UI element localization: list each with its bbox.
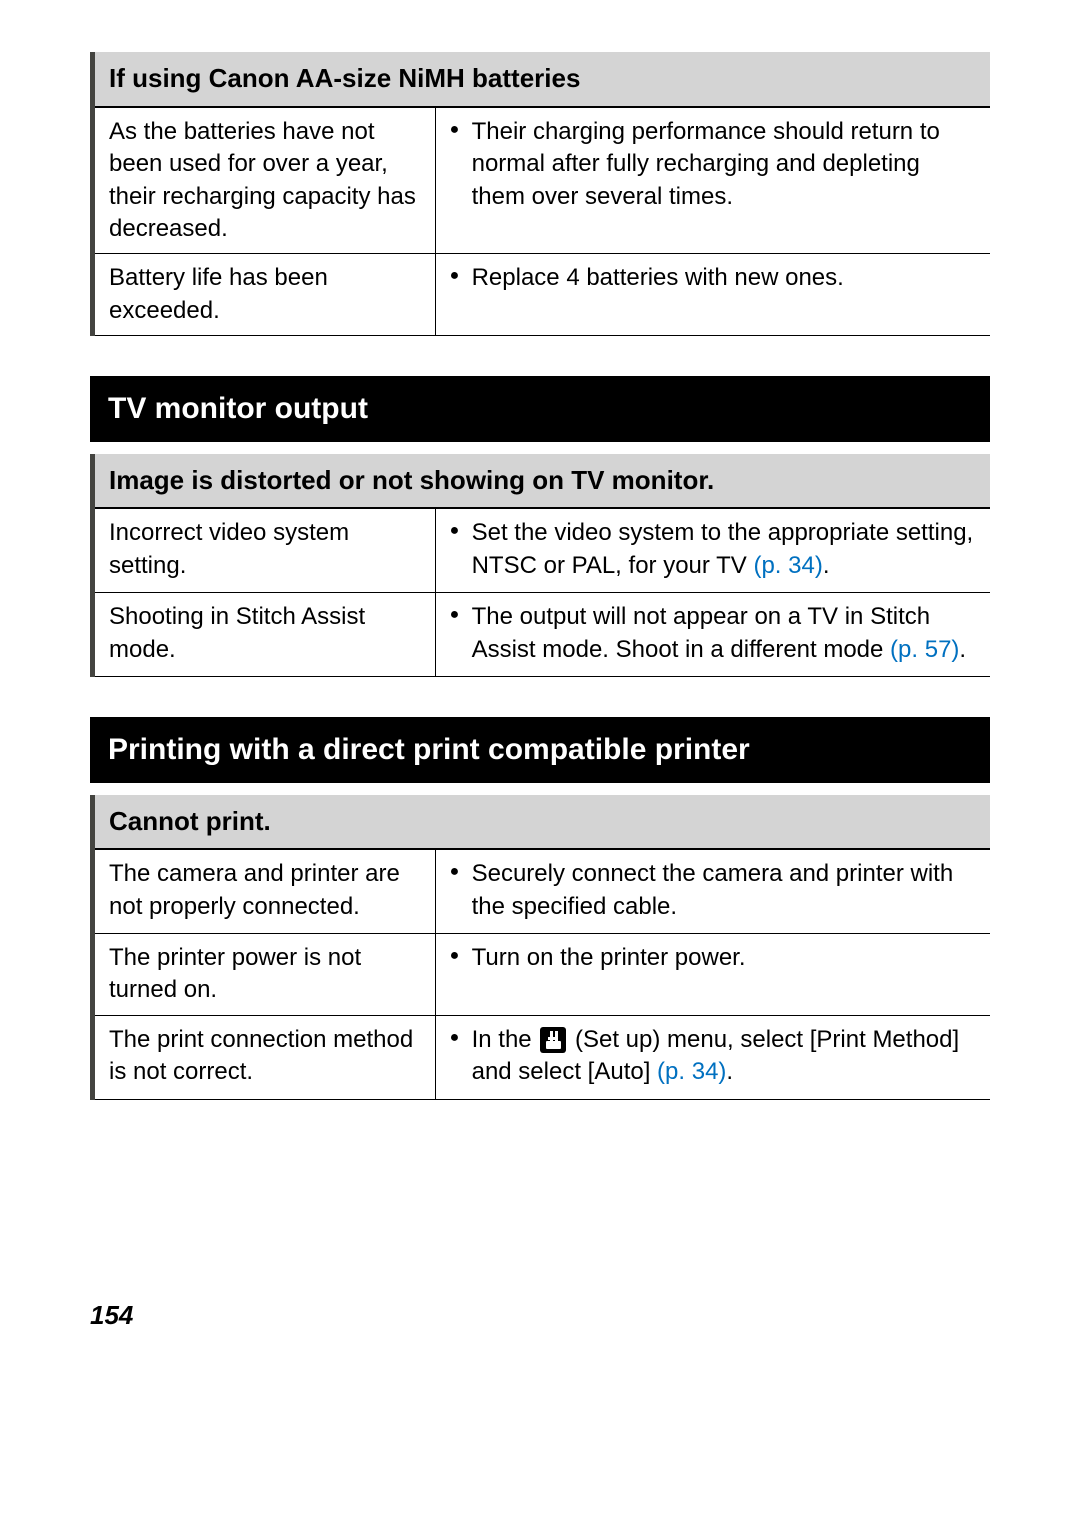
section: If using Canon AA-size NiMH batteriesAs … <box>90 52 990 336</box>
solution-cell: In the (Set up) menu, select [Print Meth… <box>435 1015 990 1099</box>
subsection: Cannot print.The camera and printer are … <box>90 795 990 1100</box>
solution-item: Set the video system to the appropriate … <box>450 517 976 582</box>
section-heading: Printing with a direct print compatible … <box>90 717 990 783</box>
table-row: Incorrect video system setting.Set the v… <box>95 509 990 592</box>
trouble-table: As the batteries have not been used for … <box>95 108 990 336</box>
trouble-table: Incorrect video system setting.Set the v… <box>95 509 990 677</box>
page-reference: (p. 34) <box>753 552 822 579</box>
setup-icon <box>540 1027 566 1053</box>
subsection-heading: Cannot print. <box>95 795 990 851</box>
table-row: The printer power is not turned on. Turn … <box>95 934 990 1016</box>
solution-list: In the (Set up) menu, select [Print Meth… <box>450 1024 976 1089</box>
solution-list: Set the video system to the appropriate … <box>450 517 976 582</box>
cause-cell: As the batteries have not been used for … <box>95 108 435 254</box>
solution-item: Their charging performance should return… <box>450 116 976 213</box>
solution-cell: Their charging performance should return… <box>435 108 990 254</box>
solution-cell: The output will not appear on a TV in St… <box>435 593 990 677</box>
table-row: Battery life has been exceeded. Replace 4… <box>95 254 990 336</box>
page-number: 154 <box>90 1300 990 1331</box>
page-reference: (p. 57) <box>890 636 959 663</box>
solution-item: Securely connect the camera and printer … <box>450 858 976 923</box>
table-row: As the batteries have not been used for … <box>95 108 990 254</box>
solution-list: Replace 4 batteries with new ones. <box>450 262 976 294</box>
solution-item: Replace 4 batteries with new ones. <box>450 262 976 294</box>
solution-item: In the (Set up) menu, select [Print Meth… <box>450 1024 976 1089</box>
cause-cell: The camera and printer are not properly … <box>95 850 435 933</box>
solution-list: Securely connect the camera and printer … <box>450 858 976 923</box>
solution-list: Turn on the printer power. <box>450 942 976 974</box>
subsection: If using Canon AA-size NiMH batteriesAs … <box>90 52 990 336</box>
table-row: The print connection method is not corre… <box>95 1015 990 1099</box>
solution-item: The output will not appear on a TV in St… <box>450 601 976 666</box>
cause-cell: The print connection method is not corre… <box>95 1015 435 1099</box>
cause-cell: Incorrect video system setting. <box>95 509 435 592</box>
section: Printing with a direct print compatible … <box>90 717 990 1100</box>
trouble-table: The camera and printer are not properly … <box>95 850 990 1099</box>
cause-cell: The printer power is not turned on. <box>95 934 435 1016</box>
section: TV monitor output Image is distorted or n… <box>90 376 990 677</box>
solution-cell: Turn on the printer power. <box>435 934 990 1016</box>
section-heading: TV monitor output <box>90 376 990 442</box>
solution-cell: Securely connect the camera and printer … <box>435 850 990 933</box>
solution-item: Turn on the printer power. <box>450 942 976 974</box>
page-reference: (p. 34) <box>657 1058 726 1085</box>
cause-cell: Battery life has been exceeded. <box>95 254 435 336</box>
table-row: Shooting in Stitch Assist mode.The outpu… <box>95 593 990 677</box>
solution-cell: Set the video system to the appropriate … <box>435 509 990 592</box>
cause-cell: Shooting in Stitch Assist mode. <box>95 593 435 677</box>
subsection-heading: Image is distorted or not showing on TV … <box>95 454 990 510</box>
solution-list: Their charging performance should return… <box>450 116 976 213</box>
table-row: The camera and printer are not properly … <box>95 850 990 933</box>
subsection-heading: If using Canon AA-size NiMH batteries <box>95 52 990 108</box>
subsection: Image is distorted or not showing on TV … <box>90 454 990 677</box>
solution-cell: Replace 4 batteries with new ones. <box>435 254 990 336</box>
solution-list: The output will not appear on a TV in St… <box>450 601 976 666</box>
